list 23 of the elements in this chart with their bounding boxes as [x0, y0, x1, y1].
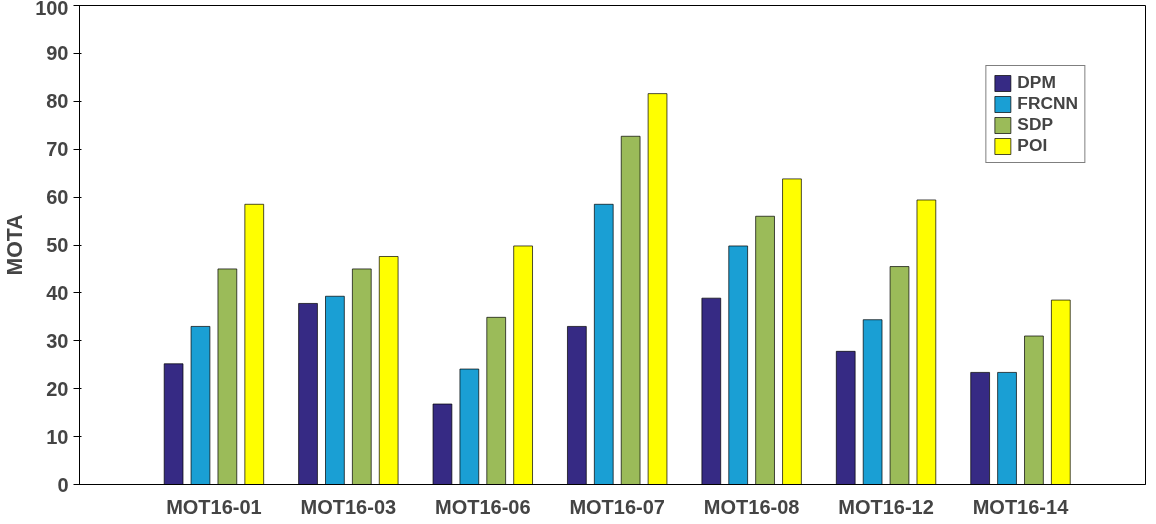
y-tick-label: 0	[57, 473, 69, 496]
y-tick-label: 50	[46, 234, 69, 256]
x-tick-label: MOT16-01	[166, 495, 262, 518]
x-tick-label: MOT16-08	[703, 495, 800, 518]
y-tick-label: 60	[46, 186, 69, 209]
y-tick-label: 40	[46, 281, 69, 304]
y-tick-label: 70	[46, 138, 69, 161]
x-tick-label: MOT16-12	[838, 495, 934, 518]
y-tick-label: 90	[46, 42, 69, 65]
legend-label: POI	[1017, 135, 1048, 156]
y-tick-label: 20	[46, 377, 69, 400]
x-tick-label: MOT16-03	[300, 495, 397, 518]
legend-label: SDP	[1017, 114, 1053, 135]
y-tick-label: 80	[46, 90, 69, 113]
x-tick-label: MOT16-14	[972, 495, 1070, 518]
y-axis-title: MOTA	[3, 214, 28, 276]
x-tick-label: MOT16-06	[434, 495, 531, 518]
y-tick-label: 100	[35, 0, 69, 19]
legend-label: DPM	[1017, 72, 1056, 93]
x-tick-label: MOT16-07	[569, 495, 666, 518]
y-tick-label: 30	[46, 329, 69, 352]
y-tick-label: 10	[46, 425, 69, 448]
legend-label: FRCNN	[1017, 93, 1078, 114]
